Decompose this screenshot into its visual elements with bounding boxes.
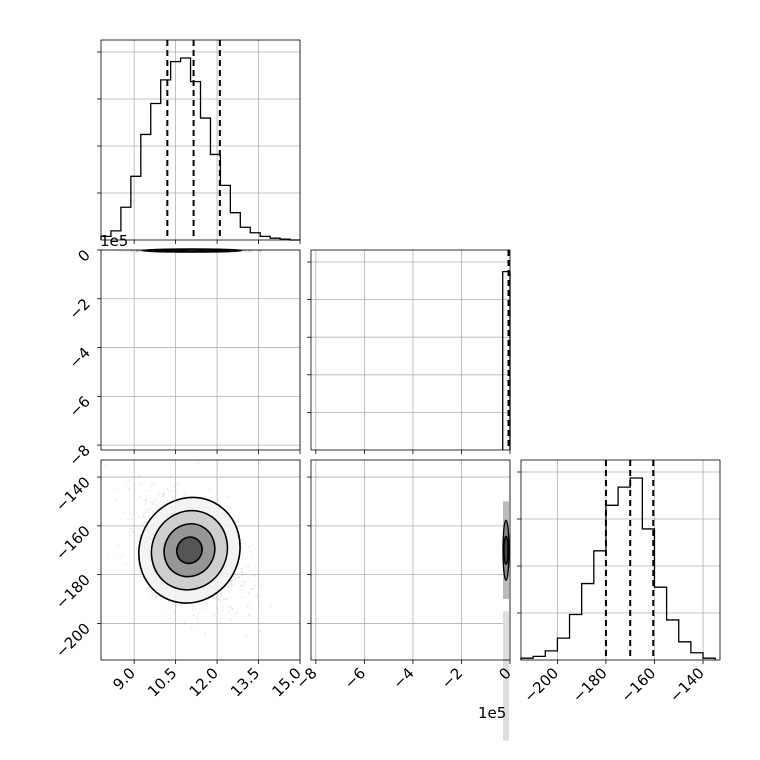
p0-xtick-label-2: 12.0 xyxy=(186,664,222,700)
offset-label-x-param2: 1e5 xyxy=(478,704,506,722)
p0-xtick-label-0: 9.0 xyxy=(109,664,139,694)
p1-xtick-label-0: −8 xyxy=(292,664,320,692)
p2-xtick-label-2: −160 xyxy=(617,664,659,706)
p1-xtick-label-2: −4 xyxy=(389,664,417,692)
p2-xtick-label-0: −200 xyxy=(520,664,562,706)
p0-xtick-label-3: 13.5 xyxy=(227,664,263,700)
p2-xtick-label-3: −140 xyxy=(666,664,708,706)
hist-panel-0-frame xyxy=(100,39,301,241)
p1-xtick-label-3: −2 xyxy=(438,664,466,692)
panel-p0-p2-contour-3 xyxy=(175,536,203,565)
p1-xtick-label-1: −6 xyxy=(341,664,369,692)
p1-ytick-label-4: 0 xyxy=(74,246,93,265)
p1-ytick-label-2: −4 xyxy=(65,344,93,372)
p2-ytick-label-3: −140 xyxy=(52,473,94,515)
p2-ytick-label-0: −200 xyxy=(52,620,94,662)
p2-ytick-label-2: −160 xyxy=(52,522,94,564)
panel-p1-p2-frame xyxy=(310,459,511,661)
panel-p0-p1-frame xyxy=(100,249,301,451)
offset-label-y-param2: 1e5 xyxy=(100,232,128,250)
panel-p1-p2-contour-1 xyxy=(503,535,509,565)
p1-ytick-label-3: −2 xyxy=(65,295,93,323)
hist-panel-0-histogram xyxy=(100,57,300,241)
p0-xtick-label-1: 10.5 xyxy=(144,664,180,700)
p2-xtick-label-1: −180 xyxy=(569,664,611,706)
p1-ytick-label-1: −6 xyxy=(65,392,93,420)
hist-panel-2-histogram xyxy=(520,477,716,660)
p2-ytick-label-1: −180 xyxy=(52,571,94,613)
panel-p1-p2-band xyxy=(503,611,509,741)
hist-panel-2-frame xyxy=(520,459,721,661)
p1-ytick-label-0: −8 xyxy=(65,441,93,469)
panel-p0-p2-frame xyxy=(100,459,301,661)
hist-panel-1-frame xyxy=(310,249,511,451)
